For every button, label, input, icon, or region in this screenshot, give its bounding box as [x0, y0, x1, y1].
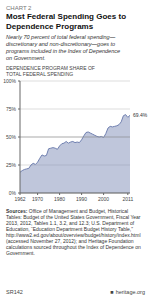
html-text:■ heritage.org: ■ heritage.org	[110, 289, 145, 295]
svg-text:75%: 75%	[8, 106, 17, 112]
html-text:Most Federal Spending Goes to: Most Federal Spending Goes to Dependence…	[6, 12, 126, 31]
svg-text:69.4%: 69.4%	[133, 112, 142, 118]
svg-text:1970: 1970	[32, 196, 43, 202]
svg-text:1980: 1980	[54, 196, 65, 202]
svg-text:100%: 100%	[8, 78, 17, 84]
svg-text:50%: 50%	[8, 134, 17, 140]
svg-text:2011: 2011	[122, 196, 133, 202]
html-text:CHART 2: CHART 2	[6, 5, 32, 11]
html-text:Nearly 70 percent of total fed: Nearly 70 percent of total federal spend…	[6, 34, 121, 61]
svg-text:2000: 2000	[98, 196, 109, 202]
svg-text:0%: 0%	[9, 190, 17, 196]
svg-text:1990: 1990	[76, 196, 87, 202]
html-text:DEPENDENCE PROGRAM SHARE OF TO: DEPENDENCE PROGRAM SHARE OF TOTAL FEDERA…	[6, 65, 95, 77]
html-text:Sources: Office of Management: Sources: Office of Management and Budget…	[6, 208, 141, 256]
html-text:SR142: SR142	[6, 289, 23, 295]
svg-text:1962: 1962	[14, 196, 25, 202]
svg-text:25%: 25%	[8, 162, 17, 168]
